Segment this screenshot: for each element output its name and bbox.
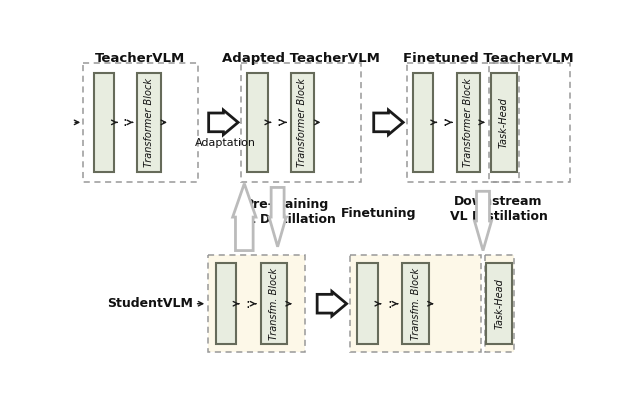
Text: Transfm. Block: Transfm. Block — [411, 268, 420, 340]
Bar — [358, 263, 378, 344]
Text: Adaptation: Adaptation — [195, 138, 256, 148]
Bar — [484, 255, 514, 352]
Polygon shape — [317, 291, 347, 316]
Bar — [349, 255, 481, 352]
Bar — [489, 63, 518, 182]
Text: :: : — [442, 115, 447, 129]
Bar — [94, 73, 114, 172]
Polygon shape — [374, 110, 403, 135]
Bar — [403, 263, 429, 344]
Text: Task-Head: Task-Head — [494, 278, 504, 329]
Text: :: : — [276, 115, 281, 129]
Bar — [216, 263, 236, 344]
Bar — [208, 255, 305, 352]
Text: Finetuning: Finetuning — [340, 207, 416, 220]
Text: TeacherVLM: TeacherVLM — [95, 52, 186, 65]
Text: Task-Head: Task-Head — [499, 97, 509, 148]
Text: Transformer Block: Transformer Block — [298, 78, 307, 167]
Text: Transformer Block: Transformer Block — [144, 78, 154, 167]
Text: :: : — [388, 297, 392, 311]
Text: StudentVLM: StudentVLM — [107, 297, 193, 310]
Bar — [413, 73, 433, 172]
Text: Transformer Block: Transformer Block — [463, 78, 473, 167]
Text: Transfm. Block: Transfm. Block — [269, 268, 279, 340]
Bar — [486, 263, 513, 344]
Polygon shape — [269, 188, 286, 247]
Bar — [407, 63, 570, 182]
Polygon shape — [209, 110, 238, 135]
Bar — [248, 73, 268, 172]
Polygon shape — [233, 184, 256, 251]
Bar — [138, 73, 161, 172]
Text: Pre-training
VL Distillation: Pre-training VL Distillation — [238, 199, 336, 226]
Text: Adapted TeacherVLM: Adapted TeacherVLM — [222, 52, 380, 65]
Bar — [260, 263, 287, 344]
Text: :: : — [246, 297, 250, 311]
Text: :: : — [123, 115, 127, 129]
Bar — [83, 63, 198, 182]
Bar — [241, 63, 362, 182]
Bar — [491, 73, 517, 172]
Text: Downstream
VL Distillation: Downstream VL Distillation — [449, 195, 547, 223]
Text: Finetuned TeacherVLM: Finetuned TeacherVLM — [403, 52, 573, 65]
Bar — [457, 73, 480, 172]
Bar — [291, 73, 314, 172]
Polygon shape — [474, 191, 492, 251]
